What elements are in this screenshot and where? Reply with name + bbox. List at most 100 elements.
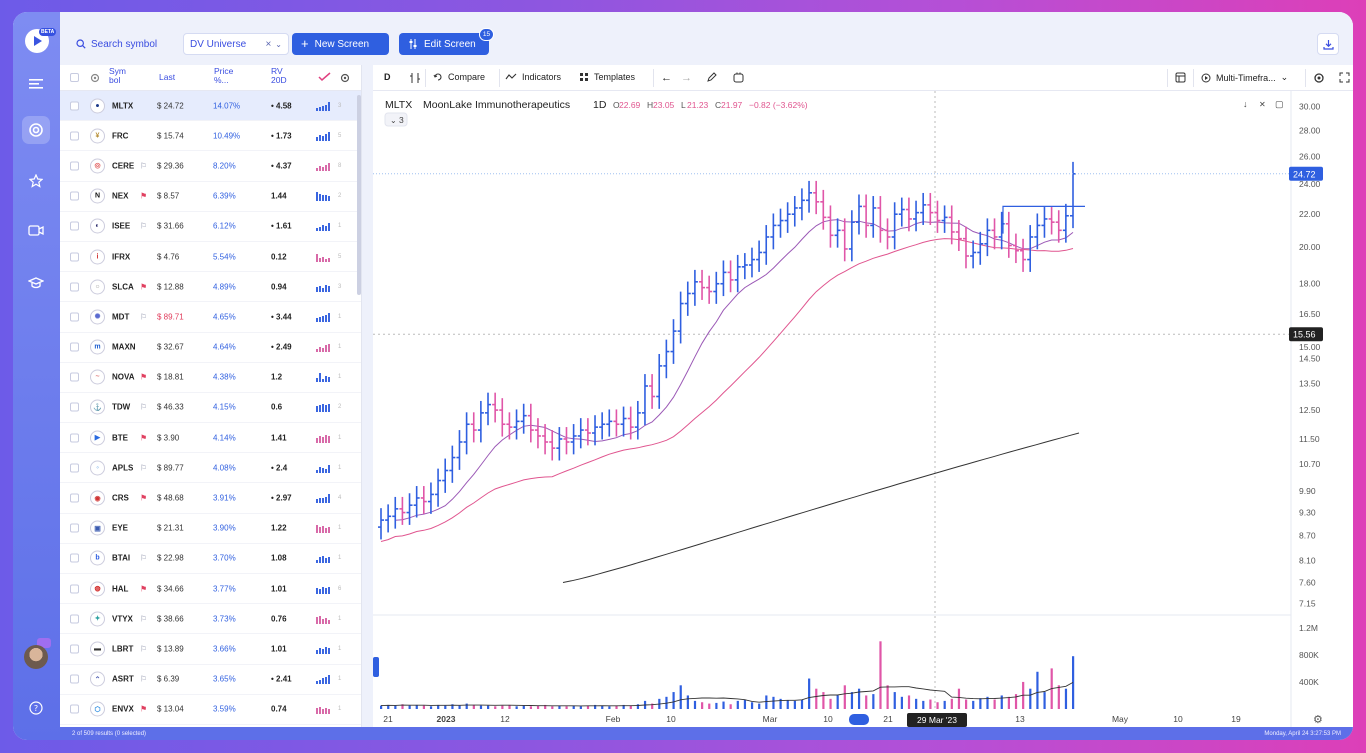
chart-settings-icon[interactable] bbox=[1313, 72, 1325, 84]
row-symbol[interactable]: EYE bbox=[112, 523, 129, 533]
select-all-checkbox[interactable] bbox=[70, 73, 79, 82]
table-row[interactable]: ● MLTX $ 24.72 14.07% • 4.58 3 bbox=[60, 91, 361, 122]
row-checkbox[interactable] bbox=[70, 252, 79, 262]
row-symbol[interactable]: MDT bbox=[112, 312, 130, 322]
flag-icon[interactable]: ⚑ bbox=[140, 493, 148, 503]
universe-select[interactable]: DV Universe × ⌄ bbox=[183, 33, 289, 55]
row-symbol[interactable]: MAXN bbox=[112, 342, 136, 352]
flag-icon[interactable]: ⚑ bbox=[140, 191, 148, 201]
row-checkbox[interactable] bbox=[70, 433, 79, 443]
row-checkbox[interactable] bbox=[70, 674, 79, 684]
layout-icon[interactable] bbox=[1175, 72, 1186, 83]
row-checkbox[interactable] bbox=[70, 161, 79, 171]
row-checkbox[interactable] bbox=[70, 342, 79, 352]
table-row[interactable]: ⚓ TDW ⚐ $ 46.33 4.15% 0.6 2 bbox=[60, 393, 361, 424]
flag-icon[interactable]: ⚐ bbox=[140, 161, 148, 171]
row-checkbox[interactable] bbox=[70, 644, 79, 654]
table-row[interactable]: i IFRX $ 4.76 5.54% 0.12 5 bbox=[60, 242, 361, 273]
row-checkbox[interactable] bbox=[70, 493, 79, 503]
redo-icon[interactable]: → bbox=[681, 72, 692, 84]
table-row[interactable]: N NEX ⚑ $ 8.57 6.39% 1.44 2 bbox=[60, 182, 361, 212]
table-row[interactable]: ✦ VTYX ⚐ $ 38.66 3.73% 0.76 1 bbox=[60, 604, 361, 635]
flag-icon[interactable]: ⚐ bbox=[140, 553, 148, 563]
flag-icon[interactable]: ⚑ bbox=[140, 282, 148, 292]
row-checkbox[interactable] bbox=[70, 584, 79, 594]
row-checkbox[interactable] bbox=[70, 282, 79, 292]
row-symbol[interactable]: MLTX bbox=[112, 101, 134, 111]
gear-icon[interactable] bbox=[340, 73, 350, 85]
row-checkbox[interactable] bbox=[70, 463, 79, 473]
table-row[interactable]: ¥ FRC $ 15.74 10.49% • 1.73 5 bbox=[60, 121, 361, 152]
screener-icon[interactable] bbox=[22, 116, 50, 144]
row-checkbox[interactable] bbox=[70, 553, 79, 563]
row-checkbox[interactable] bbox=[70, 372, 79, 382]
menu-icon[interactable] bbox=[22, 70, 50, 98]
table-row[interactable]: m MAXN $ 32.67 4.64% • 2.49 1 bbox=[60, 333, 361, 363]
col-last[interactable]: Last bbox=[159, 72, 176, 82]
star-icon[interactable] bbox=[22, 167, 50, 195]
screener-scrollbar[interactable] bbox=[357, 95, 361, 295]
row-symbol[interactable]: BTAI bbox=[112, 553, 131, 563]
row-symbol[interactable]: SLCA bbox=[112, 282, 134, 292]
row-checkbox[interactable] bbox=[70, 614, 79, 624]
row-checkbox[interactable] bbox=[70, 131, 79, 141]
edit-screen-button[interactable]: Edit Screen bbox=[399, 33, 489, 55]
undo-icon[interactable]: ← bbox=[661, 72, 672, 84]
video-icon[interactable] bbox=[22, 217, 50, 245]
price-chart[interactable]: 30.00 28.00 26.00 24.00 22.00 20.00 18.00 16.50… bbox=[373, 91, 1353, 727]
checkmark-icon[interactable] bbox=[318, 72, 332, 84]
row-symbol[interactable]: HAL bbox=[112, 584, 129, 594]
row-symbol[interactable]: NOVA bbox=[112, 372, 135, 382]
row-checkbox[interactable] bbox=[70, 312, 79, 322]
flag-icon[interactable]: ⚑ bbox=[140, 433, 148, 443]
multi-timeframe-select[interactable]: Multi-Timefra... ⌄ bbox=[1201, 72, 1288, 83]
row-checkbox[interactable] bbox=[70, 191, 79, 201]
flag-icon[interactable]: ⚐ bbox=[140, 221, 148, 231]
download-button[interactable] bbox=[1317, 33, 1339, 55]
row-symbol[interactable]: ENVX bbox=[112, 704, 134, 714]
new-screen-button[interactable]: + New Screen bbox=[292, 33, 389, 55]
interval-button[interactable]: D bbox=[384, 72, 391, 82]
row-checkbox[interactable] bbox=[70, 523, 79, 533]
templates-button[interactable]: Templates bbox=[579, 72, 635, 82]
draw-pencil-icon[interactable] bbox=[706, 72, 717, 83]
table-row[interactable]: b BTAI ⚐ $ 22.98 3.70% 1.08 1 bbox=[60, 544, 361, 574]
row-symbol[interactable]: CERE bbox=[112, 161, 135, 171]
bar-type-icon[interactable] bbox=[409, 72, 421, 84]
table-row[interactable]: ◐ ISEE ⚐ $ 31.66 6.12% • 1.61 1 bbox=[60, 212, 361, 242]
row-symbol[interactable]: FRC bbox=[112, 131, 129, 141]
table-row[interactable]: ◉ CRS ⚑ $ 48.68 3.91% • 2.97 4 bbox=[60, 483, 361, 514]
row-symbol[interactable]: NEX bbox=[112, 191, 129, 201]
table-row[interactable]: ⬡ ENVX ⚑ $ 13.04 3.59% 0.74 1 bbox=[60, 695, 361, 725]
row-checkbox[interactable] bbox=[70, 704, 79, 714]
col-price-change[interactable]: Price %... bbox=[214, 66, 234, 85]
flag-icon[interactable]: ⚐ bbox=[140, 312, 148, 322]
search-input[interactable]: Search symbol bbox=[70, 33, 170, 55]
row-symbol[interactable]: LBRT bbox=[112, 644, 134, 654]
table-row[interactable]: ⌃ ASRT ⚐ $ 6.39 3.65% • 2.41 1 bbox=[60, 665, 361, 695]
fullscreen-icon[interactable] bbox=[1339, 72, 1350, 83]
row-symbol[interactable]: CRS bbox=[112, 493, 129, 503]
flag-icon[interactable]: ⚑ bbox=[140, 584, 148, 594]
table-row[interactable]: ▬ LBRT ⚐ $ 13.89 3.66% 1.01 1 bbox=[60, 634, 361, 665]
table-row[interactable]: ▣ EYE $ 21.31 3.90% 1.22 1 bbox=[60, 514, 361, 544]
indicators-button[interactable]: Indicators bbox=[505, 72, 561, 82]
help-icon[interactable]: ? bbox=[22, 694, 50, 722]
row-symbol[interactable]: BTE bbox=[112, 433, 128, 443]
table-row[interactable]: ◎ CERE ⚐ $ 29.36 8.20% • 4.37 8 bbox=[60, 151, 361, 182]
row-symbol[interactable]: TDW bbox=[112, 402, 131, 412]
row-symbol[interactable]: VTYX bbox=[112, 614, 133, 624]
row-symbol[interactable]: IFRX bbox=[112, 252, 131, 262]
col-rv[interactable]: RV 20D bbox=[271, 66, 287, 85]
clear-universe-icon[interactable]: × bbox=[265, 38, 272, 50]
compare-button[interactable]: Compare bbox=[433, 72, 485, 82]
row-checkbox[interactable] bbox=[70, 101, 79, 111]
education-icon[interactable] bbox=[22, 269, 50, 297]
settings-icon[interactable] bbox=[90, 73, 100, 85]
table-row[interactable]: ○ SLCA ⚑ $ 12.88 4.89% 0.94 3 bbox=[60, 272, 361, 303]
table-row[interactable]: ~ NOVA ⚑ $ 18.81 4.38% 1.2 1 bbox=[60, 363, 361, 393]
screenshot-icon[interactable] bbox=[733, 72, 744, 83]
user-avatar[interactable] bbox=[24, 645, 48, 669]
flag-icon[interactable]: ⚐ bbox=[140, 614, 148, 624]
flag-icon[interactable]: ⚐ bbox=[140, 644, 148, 654]
